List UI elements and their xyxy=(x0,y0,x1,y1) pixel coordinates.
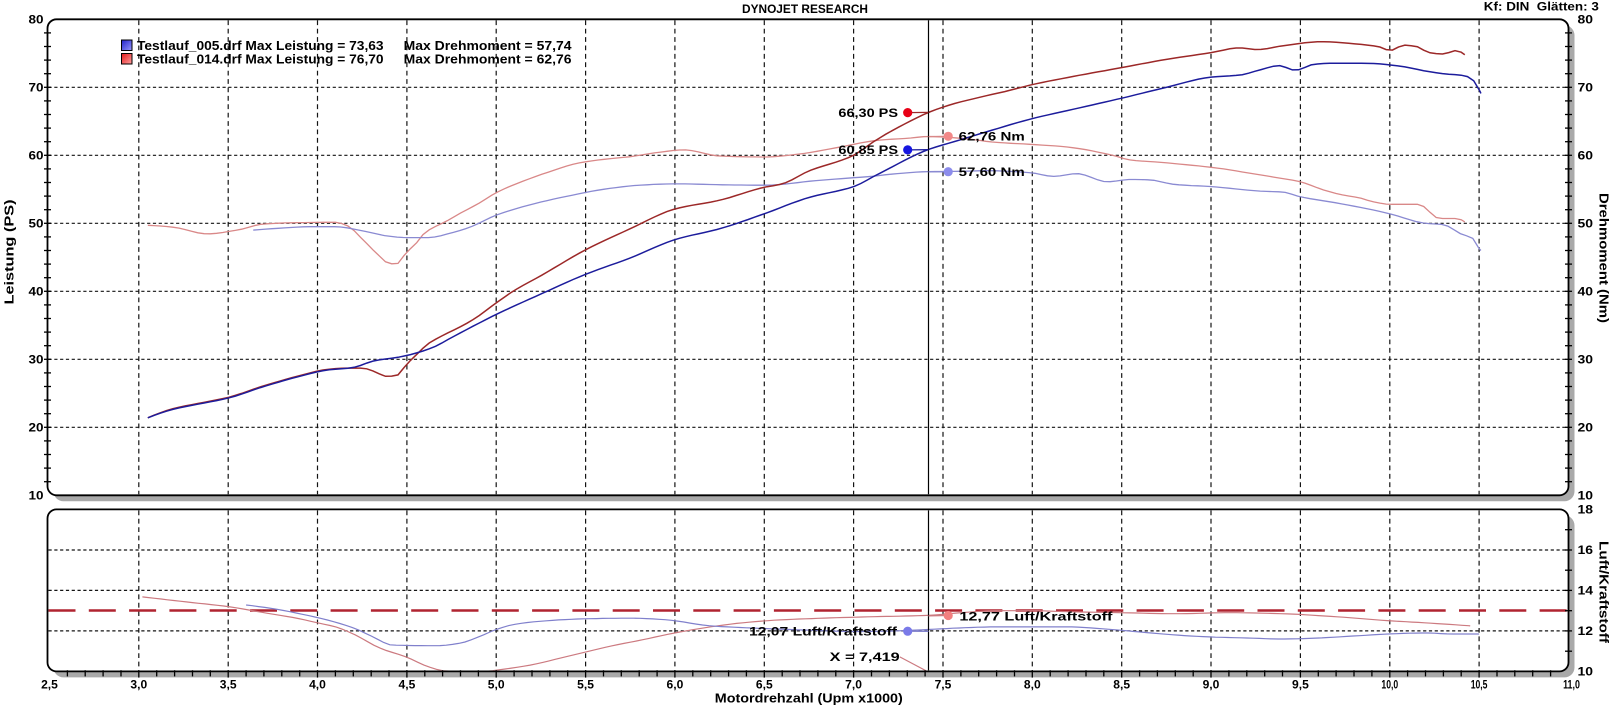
svg-text:80: 80 xyxy=(29,14,44,26)
svg-text:10: 10 xyxy=(29,490,44,502)
svg-text:12: 12 xyxy=(1578,626,1594,638)
svg-text:62,76 Nm: 62,76 Nm xyxy=(959,130,1025,144)
svg-text:66,30 PS: 66,30 PS xyxy=(838,106,898,120)
svg-text:7,5: 7,5 xyxy=(935,679,952,691)
svg-text:20: 20 xyxy=(29,422,44,434)
svg-text:57,60 Nm: 57,60 Nm xyxy=(959,165,1025,179)
svg-text:8,0: 8,0 xyxy=(1024,679,1041,691)
svg-text:Testlauf_005.drf Max Leistung: Testlauf_005.drf Max Leistung = 73,63 xyxy=(137,38,384,53)
svg-text:3,0: 3,0 xyxy=(130,679,147,691)
svg-text:Kf: DIN Glätten: 3: Kf: DIN Glätten: 3 xyxy=(1484,1,1599,13)
svg-text:7,0: 7,0 xyxy=(845,679,862,691)
svg-text:5,5: 5,5 xyxy=(577,679,594,691)
svg-text:6,0: 6,0 xyxy=(667,679,684,691)
svg-text:12,07 Luft/Kraftstoff: 12,07 Luft/Kraftstoff xyxy=(749,624,898,638)
svg-text:60: 60 xyxy=(1578,150,1594,162)
svg-text:8,5: 8,5 xyxy=(1113,679,1130,691)
svg-text:40: 40 xyxy=(29,286,44,298)
svg-text:10: 10 xyxy=(1578,490,1594,502)
svg-text:DYNOJET RESEARCH: DYNOJET RESEARCH xyxy=(742,2,868,16)
svg-text:30: 30 xyxy=(1578,354,1594,366)
svg-text:2,5: 2,5 xyxy=(41,679,58,691)
svg-text:60: 60 xyxy=(29,150,44,162)
svg-text:16: 16 xyxy=(1578,545,1594,557)
svg-text:18: 18 xyxy=(1578,505,1594,517)
svg-text:50: 50 xyxy=(29,218,44,230)
svg-text:70: 70 xyxy=(1578,82,1594,94)
svg-text:10,5: 10,5 xyxy=(1471,679,1488,691)
svg-text:6,5: 6,5 xyxy=(756,679,773,691)
svg-text:20: 20 xyxy=(1578,422,1594,434)
svg-text:Luft/Kraftstoff: Luft/Kraftstoff xyxy=(1597,541,1610,644)
svg-text:Max Drehmoment = 57,74: Max Drehmoment = 57,74 xyxy=(404,38,573,53)
svg-text:50: 50 xyxy=(1578,218,1594,230)
svg-text:30: 30 xyxy=(29,354,44,366)
svg-text:40: 40 xyxy=(1578,286,1594,298)
svg-text:12,77 Luft/Kraftstoff: 12,77 Luft/Kraftstoff xyxy=(959,610,1113,624)
svg-text:60,85 PS: 60,85 PS xyxy=(838,143,898,157)
svg-text:10: 10 xyxy=(1578,667,1594,679)
svg-text:70: 70 xyxy=(29,82,44,94)
svg-text:5,0: 5,0 xyxy=(488,679,505,691)
svg-text:4,0: 4,0 xyxy=(309,679,326,691)
svg-text:Drehmoment (Nm): Drehmoment (Nm) xyxy=(1597,193,1610,323)
svg-text:9,5: 9,5 xyxy=(1292,679,1309,691)
svg-text:Testlauf_014.drf Max Leistung: Testlauf_014.drf Max Leistung = 76,70 xyxy=(137,52,384,67)
svg-text:80: 80 xyxy=(1578,14,1594,26)
svg-text:Motordrehzahl (Upm x1000): Motordrehzahl (Upm x1000) xyxy=(715,692,903,706)
svg-text:11,0: 11,0 xyxy=(1563,679,1580,691)
svg-text:3,5: 3,5 xyxy=(220,679,237,691)
svg-text:9,0: 9,0 xyxy=(1203,679,1220,691)
svg-text:X = 7,419: X = 7,419 xyxy=(830,650,900,664)
svg-text:Leistung (PS): Leistung (PS) xyxy=(3,200,17,305)
svg-text:14: 14 xyxy=(1578,586,1594,598)
svg-text:4,5: 4,5 xyxy=(399,679,416,691)
svg-text:10,0: 10,0 xyxy=(1381,679,1398,691)
svg-text:Max Drehmoment = 62,76: Max Drehmoment = 62,76 xyxy=(404,52,572,67)
